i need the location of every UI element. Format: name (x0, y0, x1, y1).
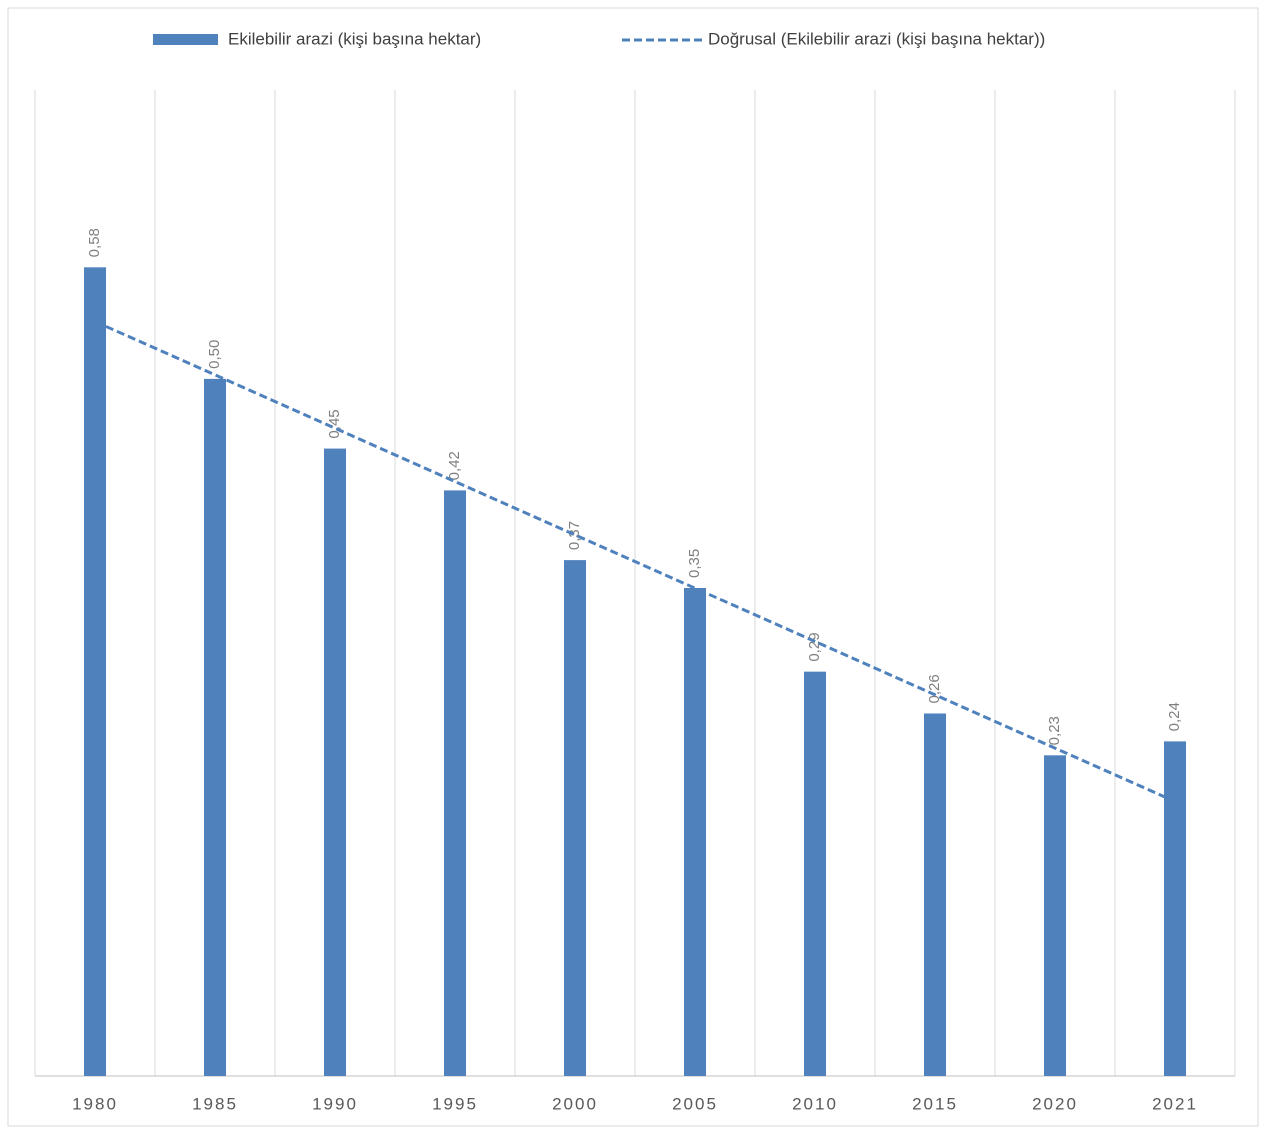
value-label: 0,37 (566, 521, 583, 550)
trendline (94, 320, 1176, 803)
x-tick-label: 1985 (192, 1094, 238, 1113)
x-tick-label: 1990 (312, 1094, 358, 1113)
legend-swatch (153, 34, 218, 45)
value-label: 0,29 (806, 632, 823, 661)
x-tick-label: 2020 (1032, 1094, 1078, 1113)
value-label: 0,42 (446, 451, 463, 480)
value-label: 0,24 (1166, 702, 1183, 731)
bar (924, 713, 946, 1076)
bar (804, 671, 826, 1076)
x-tick-label: 2015 (912, 1094, 958, 1113)
legend-label: Ekilebilir arazi (kişi başına hektar) (228, 29, 481, 48)
bar (204, 378, 226, 1076)
value-label: 0,23 (1046, 716, 1063, 745)
x-tick-label: 2005 (672, 1094, 718, 1113)
x-tick-label: 2021 (1152, 1094, 1198, 1113)
value-label: 0,35 (686, 549, 703, 578)
x-tick-label: 1980 (72, 1094, 118, 1113)
bar (684, 588, 706, 1076)
chart-border (7, 7, 1259, 1127)
bar (84, 267, 106, 1076)
value-label: 0,26 (926, 674, 943, 703)
bar (564, 560, 586, 1076)
bar (1044, 755, 1066, 1076)
x-tick-label: 1995 (432, 1094, 478, 1113)
bar (444, 490, 466, 1076)
bar (324, 448, 346, 1077)
x-tick-label: 2010 (792, 1094, 838, 1113)
value-label: 0,50 (206, 340, 223, 369)
legend-label: Doğrusal (Ekilebilir arazi (kişi başına … (708, 29, 1045, 48)
value-label: 0,58 (86, 228, 103, 257)
x-tick-label: 2000 (552, 1094, 598, 1113)
bar (1164, 741, 1186, 1076)
